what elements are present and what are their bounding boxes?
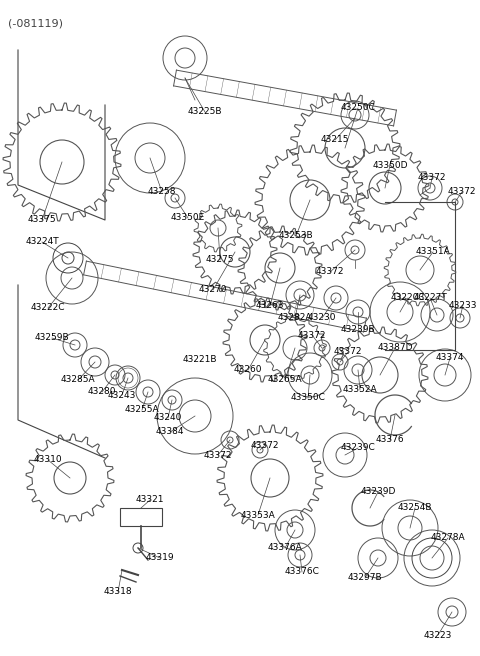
Text: 43350D: 43350D <box>372 161 408 169</box>
Text: 43352A: 43352A <box>343 386 377 394</box>
Text: 43350C: 43350C <box>290 394 325 403</box>
Text: 43374: 43374 <box>436 354 464 363</box>
Text: 43227T: 43227T <box>413 293 447 302</box>
Text: 43239B: 43239B <box>341 325 375 335</box>
Text: 43372: 43372 <box>334 348 362 356</box>
Text: 43372: 43372 <box>448 188 476 197</box>
Text: 43318: 43318 <box>104 588 132 596</box>
Text: 43224T: 43224T <box>25 237 59 247</box>
Text: 43275: 43275 <box>206 255 234 264</box>
Text: 43321: 43321 <box>136 495 164 504</box>
Text: 43260: 43260 <box>234 365 262 375</box>
Text: (-081119): (-081119) <box>8 18 63 28</box>
Text: 43221B: 43221B <box>183 356 217 365</box>
Text: 43270: 43270 <box>199 285 227 295</box>
Text: 43254B: 43254B <box>398 504 432 512</box>
Text: 43310: 43310 <box>34 455 62 464</box>
Text: 43384: 43384 <box>156 428 184 436</box>
Text: 43319: 43319 <box>146 554 174 562</box>
Text: 43240: 43240 <box>154 413 182 422</box>
Text: 43351A: 43351A <box>416 247 450 256</box>
Text: 43353A: 43353A <box>240 510 276 520</box>
Text: 43223: 43223 <box>424 630 452 640</box>
Text: 43376: 43376 <box>376 436 404 445</box>
Text: 43225B: 43225B <box>188 108 222 117</box>
Text: 43222C: 43222C <box>31 304 65 312</box>
Text: 43372: 43372 <box>298 331 326 340</box>
Text: 43375: 43375 <box>28 216 56 224</box>
Text: 43263: 43263 <box>256 302 284 310</box>
Text: 43253B: 43253B <box>279 232 313 241</box>
Text: 43258: 43258 <box>148 188 176 197</box>
Text: 43233: 43233 <box>449 300 477 310</box>
Text: 43372: 43372 <box>204 451 232 459</box>
Text: 43255A: 43255A <box>125 405 159 415</box>
Text: 43372: 43372 <box>316 268 344 276</box>
Text: 43220C: 43220C <box>391 293 425 302</box>
Text: 43297B: 43297B <box>348 573 382 583</box>
Text: 43372: 43372 <box>251 440 279 449</box>
Text: 43265A: 43265A <box>268 375 302 384</box>
Text: 43285A: 43285A <box>60 375 96 384</box>
Text: 43243: 43243 <box>108 390 136 400</box>
Text: 43215: 43215 <box>321 136 349 144</box>
Text: 43250C: 43250C <box>341 104 375 112</box>
Text: 43387D: 43387D <box>377 344 413 352</box>
Text: 43282A: 43282A <box>278 314 312 323</box>
Text: 43376A: 43376A <box>268 544 302 552</box>
Text: 43239C: 43239C <box>341 443 375 453</box>
Text: 43239D: 43239D <box>360 487 396 497</box>
Bar <box>120 508 162 526</box>
Text: 43372: 43372 <box>418 173 446 182</box>
Text: 43376C: 43376C <box>285 567 319 577</box>
Text: 43259B: 43259B <box>35 333 69 342</box>
Text: 43230: 43230 <box>308 314 336 323</box>
Text: 43280: 43280 <box>88 388 116 396</box>
Text: 43350E: 43350E <box>171 213 205 222</box>
Text: 43278A: 43278A <box>431 533 465 543</box>
